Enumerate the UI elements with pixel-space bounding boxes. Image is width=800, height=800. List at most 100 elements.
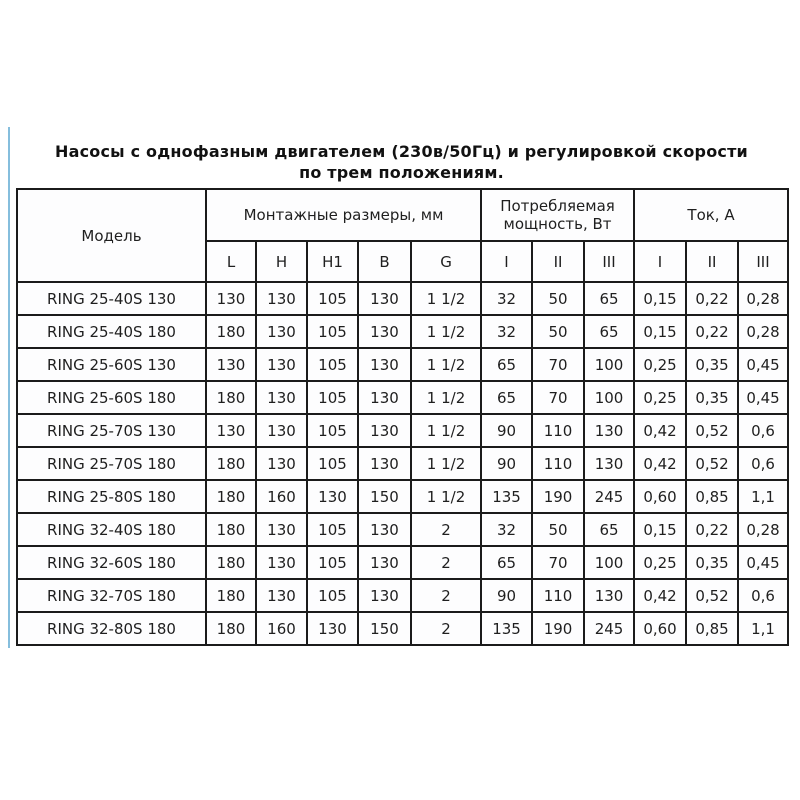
value-cell: 32	[480, 314, 534, 349]
value-cell: 150	[357, 479, 412, 514]
value-cell: 105	[306, 446, 359, 481]
value-cell: 0,22	[685, 512, 740, 547]
value-cell: 160	[255, 479, 308, 514]
value-cell: 0,28	[737, 281, 790, 316]
column-header-H1: H1	[306, 240, 359, 283]
column-header-power-II: II	[531, 240, 586, 283]
value-cell: 1 1/2	[409, 347, 483, 382]
model-cell: RING 32-60S 180	[16, 545, 207, 580]
table-row: RING 25-70S 130 130 130 105 130 1 1/2 90…	[16, 413, 790, 448]
model-cell: RING 25-40S 180	[16, 314, 207, 349]
page-title-line1: Насосы с однофазным двигателем (230в/50Г…	[55, 142, 748, 161]
table-body: RING 25-40S 130 130 130 105 130 1 1/2 32…	[16, 281, 790, 646]
value-cell: 0,35	[685, 347, 740, 382]
value-cell: 150	[357, 611, 412, 646]
value-cell: 130	[583, 413, 636, 448]
value-cell: 32	[480, 512, 534, 547]
value-cell: 105	[306, 413, 359, 448]
column-header-power-I: I	[480, 240, 534, 283]
value-cell: 0,22	[685, 314, 740, 349]
value-cell: 1,1	[737, 479, 790, 514]
value-cell: 130	[205, 413, 257, 448]
value-cell: 130	[357, 347, 412, 382]
value-cell: 245	[583, 479, 636, 514]
value-cell: 180	[205, 578, 257, 613]
value-cell: 105	[306, 545, 359, 580]
column-header-current-II: II	[685, 240, 740, 283]
value-cell: 130	[205, 281, 257, 316]
value-cell: 130	[357, 413, 412, 448]
pump-spec-table: Модель Монтажные размеры, мм Потребляема…	[16, 188, 790, 646]
value-cell: 0,35	[685, 545, 740, 580]
value-cell: 1 1/2	[409, 413, 483, 448]
value-cell: 0,52	[685, 446, 740, 481]
value-cell: 130	[583, 578, 636, 613]
column-header-L: L	[205, 240, 257, 283]
value-cell: 130	[255, 314, 308, 349]
model-cell: RING 25-80S 180	[16, 479, 207, 514]
value-cell: 0,60	[633, 611, 688, 646]
value-cell: 180	[205, 446, 257, 481]
value-cell: 105	[306, 380, 359, 415]
table-row: RING 25-80S 180 180 160 130 150 1 1/2 13…	[16, 479, 790, 514]
value-cell: 50	[531, 281, 586, 316]
value-cell: 0,25	[633, 347, 688, 382]
model-cell: RING 32-80S 180	[16, 611, 207, 646]
value-cell: 0,15	[633, 314, 688, 349]
model-cell: RING 25-70S 130	[16, 413, 207, 448]
value-cell: 135	[480, 479, 534, 514]
value-cell: 105	[306, 314, 359, 349]
value-cell: 130	[357, 314, 412, 349]
table-row: RING 32-60S 180 180 130 105 130 2 65 70 …	[16, 545, 790, 580]
value-cell: 0,25	[633, 545, 688, 580]
table-row: RING 25-60S 130 130 130 105 130 1 1/2 65…	[16, 347, 790, 382]
value-cell: 65	[480, 347, 534, 382]
value-cell: 110	[531, 446, 586, 481]
value-cell: 130	[357, 446, 412, 481]
table-row: RING 32-70S 180 180 130 105 130 2 90 110…	[16, 578, 790, 613]
column-header-G: G	[409, 240, 483, 283]
value-cell: 130	[357, 545, 412, 580]
header-sub-row: L H H1 B G I II III I II III	[17, 240, 790, 283]
value-cell: 130	[357, 281, 412, 316]
value-cell: 180	[205, 479, 257, 514]
value-cell: 65	[480, 545, 534, 580]
table-row: RING 25-40S 180 180 130 105 130 1 1/2 32…	[16, 314, 790, 349]
value-cell: 90	[480, 446, 534, 481]
column-header-power-III: III	[583, 240, 636, 283]
value-cell: 130	[306, 479, 359, 514]
column-group-power-consumption: Потребляемая мощность, Вт	[480, 188, 636, 242]
value-cell: 0,28	[737, 314, 790, 349]
value-cell: 0,42	[633, 413, 688, 448]
value-cell: 70	[531, 380, 586, 415]
page-title: Насосы с однофазным двигателем (230в/50Г…	[16, 141, 787, 183]
table-row: RING 25-70S 180 180 130 105 130 1 1/2 90…	[16, 446, 790, 481]
value-cell: 160	[255, 611, 308, 646]
value-cell: 2	[409, 512, 483, 547]
value-cell: 0,52	[685, 413, 740, 448]
value-cell: 0,85	[685, 611, 740, 646]
value-cell: 0,25	[633, 380, 688, 415]
model-cell: RING 25-60S 180	[16, 380, 207, 415]
model-cell: RING 25-40S 130	[16, 281, 207, 316]
column-group-mounting-dimensions: Монтажные размеры, мм	[204, 188, 483, 242]
value-cell: 1 1/2	[409, 479, 483, 514]
value-cell: 105	[306, 281, 359, 316]
value-cell: 180	[205, 380, 257, 415]
value-cell: 110	[531, 413, 586, 448]
value-cell: 130	[255, 347, 308, 382]
value-cell: 0,6	[737, 578, 790, 613]
value-cell: 130	[583, 446, 636, 481]
table-row: RING 25-60S 180 180 130 105 130 1 1/2 65…	[16, 380, 790, 415]
value-cell: 130	[255, 281, 308, 316]
value-cell: 180	[205, 512, 257, 547]
column-header-current-I: I	[633, 240, 688, 283]
value-cell: 130	[255, 413, 308, 448]
value-cell: 180	[205, 545, 257, 580]
value-cell: 130	[255, 446, 308, 481]
value-cell: 130	[306, 611, 359, 646]
table-row: RING 25-40S 130 130 130 105 130 1 1/2 32…	[16, 281, 790, 316]
value-cell: 130	[205, 347, 257, 382]
value-cell: 0,35	[685, 380, 740, 415]
